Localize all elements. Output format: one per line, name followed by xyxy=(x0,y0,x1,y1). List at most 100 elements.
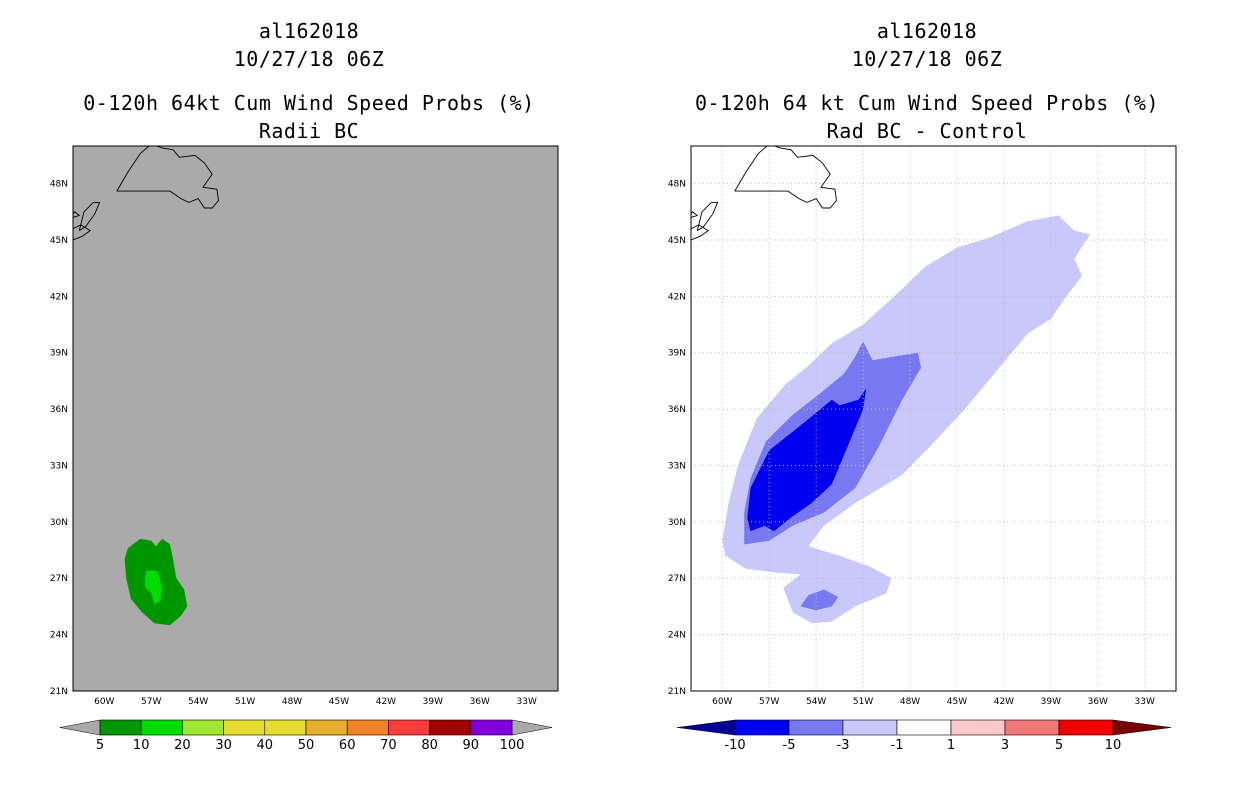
legend-swatch xyxy=(842,719,898,736)
x-tick-label: 36W xyxy=(1088,697,1108,707)
legend-swatch xyxy=(305,719,348,736)
legend-swatch xyxy=(429,719,472,736)
legend-swatch xyxy=(470,719,513,736)
x-tick-label: 42W xyxy=(376,697,396,707)
legend-label: -3 xyxy=(837,738,850,753)
y-tick-label: 30N xyxy=(50,518,68,528)
y-tick-label: 21N xyxy=(668,687,686,697)
contour--10-to-5 xyxy=(747,388,867,532)
legend-label: -10 xyxy=(724,738,745,753)
left-chart-subtitle: Radii BC xyxy=(258,119,360,143)
left-chart-panel: al162018 10/27/18 06Z 0-120h 64kt Cum Wi… xyxy=(50,19,559,753)
left-storm-id: al162018 xyxy=(258,19,360,43)
legend-label: 1 xyxy=(947,738,955,753)
legend-label: 10 xyxy=(133,738,150,753)
coastline xyxy=(73,224,92,241)
x-tick-label: 45W xyxy=(329,697,349,707)
x-tick-label: 48W xyxy=(900,697,920,707)
legend-swatch xyxy=(346,719,389,736)
legend-swatch xyxy=(896,719,952,736)
coastline xyxy=(696,201,719,231)
right-chart-title: 0-120h 64 kt Cum Wind Speed Probs (%) xyxy=(694,91,1160,115)
right-storm-id: al162018 xyxy=(876,19,978,43)
left-chart-title: 0-120h 64kt Cum Wind Speed Probs (%) xyxy=(83,91,535,115)
y-tick-label: 27N xyxy=(668,574,686,584)
y-tick-label: 36N xyxy=(50,405,68,415)
legend-label: 3 xyxy=(1001,738,1009,753)
legend-label: 100 xyxy=(500,738,525,753)
legend-swatch xyxy=(734,719,790,736)
legend-label: 80 xyxy=(421,738,438,753)
legend-label: 90 xyxy=(463,738,480,753)
legend-swatch xyxy=(388,719,430,736)
plot-area xyxy=(691,146,1176,691)
x-tick-label: 48W xyxy=(282,697,302,707)
legend-label: 60 xyxy=(339,738,356,753)
x-tick-label: 54W xyxy=(188,697,208,707)
y-tick-label: 30N xyxy=(668,518,686,528)
y-tick-label: 36N xyxy=(668,405,686,415)
right-chart-subtitle: Rad BC - Control xyxy=(826,119,1028,143)
contour--3-to-1 xyxy=(722,215,1090,624)
legend-swatch xyxy=(140,719,183,736)
legend-end-low xyxy=(59,719,101,736)
legend-label: -1 xyxy=(891,738,904,753)
legend-end-high xyxy=(511,719,553,736)
coastline xyxy=(691,224,710,241)
coastline xyxy=(734,146,837,209)
x-tick-label: 36W xyxy=(470,697,490,707)
x-tick-label: 39W xyxy=(423,697,443,707)
y-tick-label: 45N xyxy=(668,236,686,246)
x-tick-label: 60W xyxy=(94,697,114,707)
contour-10-20 xyxy=(145,570,163,605)
y-tick-label: 27N xyxy=(50,574,68,584)
coastline xyxy=(73,211,81,218)
legend-label: -5 xyxy=(783,738,796,753)
plot-area xyxy=(73,146,219,626)
legend-swatch xyxy=(264,719,307,736)
legend-label: 20 xyxy=(174,738,191,753)
x-tick-label: 42W xyxy=(994,697,1014,707)
y-tick-label: 48N xyxy=(50,180,68,190)
x-tick-label: 57W xyxy=(141,697,161,707)
coastline xyxy=(116,146,219,209)
x-tick-label: 54W xyxy=(806,697,826,707)
legend-swatch xyxy=(223,719,266,736)
y-tick-label: 33N xyxy=(50,461,68,471)
coastline xyxy=(691,211,699,218)
legend-swatch xyxy=(788,719,844,736)
y-tick-label: 45N xyxy=(50,236,68,246)
legend-label: 40 xyxy=(257,738,274,753)
legend-label: 70 xyxy=(380,738,397,753)
y-tick-label: 42N xyxy=(668,292,686,302)
x-tick-label: 33W xyxy=(517,697,537,707)
legend-swatch xyxy=(99,719,142,736)
y-tick-label: 24N xyxy=(50,631,68,641)
legend-swatch xyxy=(1058,719,1114,736)
left-map-chart: 60W 57W 54W 51W 48W 45W 42W 39W 36W 33W 21N 24N 27N 3… xyxy=(50,145,559,753)
right-map-chart: 60W 57W 54W 51W 48W 45W 42W 39W 36W 33W 21N 24N 27N 3… xyxy=(668,145,1177,753)
x-tick-label: 45W xyxy=(947,697,967,707)
legend-label: 5 xyxy=(96,738,104,753)
plot-frame xyxy=(72,145,559,692)
legend-label: 50 xyxy=(298,738,315,753)
right-chart-panel: al162018 10/27/18 06Z 0-120h 64 kt Cum W… xyxy=(618,0,1236,800)
legend-swatch xyxy=(1004,719,1060,736)
coastline xyxy=(78,201,101,231)
left-datetime: 10/27/18 06Z xyxy=(233,47,385,71)
legend-swatch xyxy=(950,719,1006,736)
right-datetime: 10/27/18 06Z xyxy=(851,47,1003,71)
y-tick-label: 21N xyxy=(50,687,68,697)
plot-frame xyxy=(690,145,1177,692)
legend-swatch xyxy=(182,719,224,736)
legend-label: 30 xyxy=(215,738,232,753)
legend-label: 10 xyxy=(1105,738,1122,753)
x-tick-label: 57W xyxy=(759,697,779,707)
x-tick-label: 51W xyxy=(235,697,255,707)
legend-end-low xyxy=(676,719,736,736)
y-tick-label: 48N xyxy=(668,180,686,190)
contour--5-to-3 xyxy=(800,589,839,611)
x-tick-label: 60W xyxy=(712,697,732,707)
y-tick-label: 24N xyxy=(668,631,686,641)
legend-label: 5 xyxy=(1055,738,1063,753)
